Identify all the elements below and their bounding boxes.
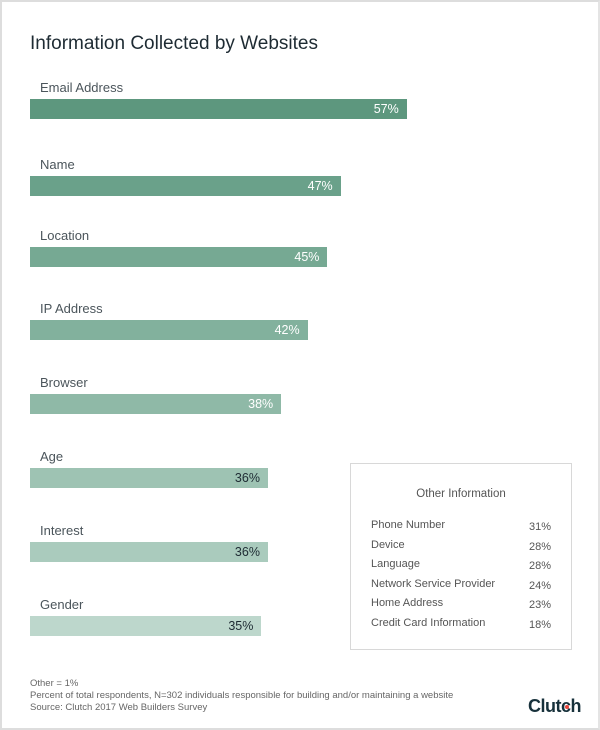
chart-title: Information Collected by Websites <box>30 33 318 54</box>
bar-value-label: 45% <box>294 250 320 264</box>
bar-label: Browser <box>40 375 88 390</box>
footer-note: Percent of total respondents, N=302 indi… <box>30 690 454 701</box>
other-item-value: 31% <box>528 521 551 533</box>
bar-value-label: 42% <box>274 323 300 337</box>
bar-value-label: 47% <box>307 179 333 193</box>
other-item-name: Network Service Provider <box>371 577 496 590</box>
other-item-name: Phone Number <box>371 519 445 531</box>
other-information-box: Other Information Phone Number 31% Device 2… <box>350 463 572 650</box>
bar-value-label: 57% <box>373 102 399 116</box>
other-item-value: 18% <box>528 618 551 631</box>
other-item-value: 28% <box>528 560 551 572</box>
clutch-logo: Clutch <box>528 696 582 716</box>
bar <box>30 394 282 414</box>
bar-label: Age <box>40 449 64 464</box>
other-item-name: Language <box>371 558 420 570</box>
bar <box>30 99 407 119</box>
bar-label: Location <box>40 228 90 243</box>
bar <box>30 247 328 267</box>
footer-other: Other = 1% <box>30 678 79 689</box>
other-item-name: Credit Card Information <box>371 616 486 629</box>
footer-source: Source: Clutch 2017 Web Builders Survey <box>30 702 208 713</box>
bar-value-label: 38% <box>248 397 274 411</box>
other-item-name: Device <box>371 538 405 551</box>
bar <box>30 320 308 340</box>
bar-label: Name <box>40 157 75 172</box>
bar-label: IP Address <box>40 301 103 316</box>
bar-value-label: 35% <box>228 619 254 633</box>
bar-label: Email Address <box>40 80 124 95</box>
other-item-name: Home Address <box>371 597 444 609</box>
other-item-value: 24% <box>528 579 551 592</box>
bar-label: Interest <box>40 523 84 538</box>
other-item-value: 28% <box>528 540 551 553</box>
bar-value-label: 36% <box>234 545 260 559</box>
other-item-value: 23% <box>528 599 551 611</box>
bar-label: Gender <box>40 597 84 612</box>
bar <box>30 176 341 196</box>
bar-value-label: 36% <box>234 471 260 485</box>
bar <box>30 616 262 636</box>
bar <box>30 542 268 562</box>
bar <box>30 468 268 488</box>
other-information-title: Other Information <box>416 488 506 500</box>
